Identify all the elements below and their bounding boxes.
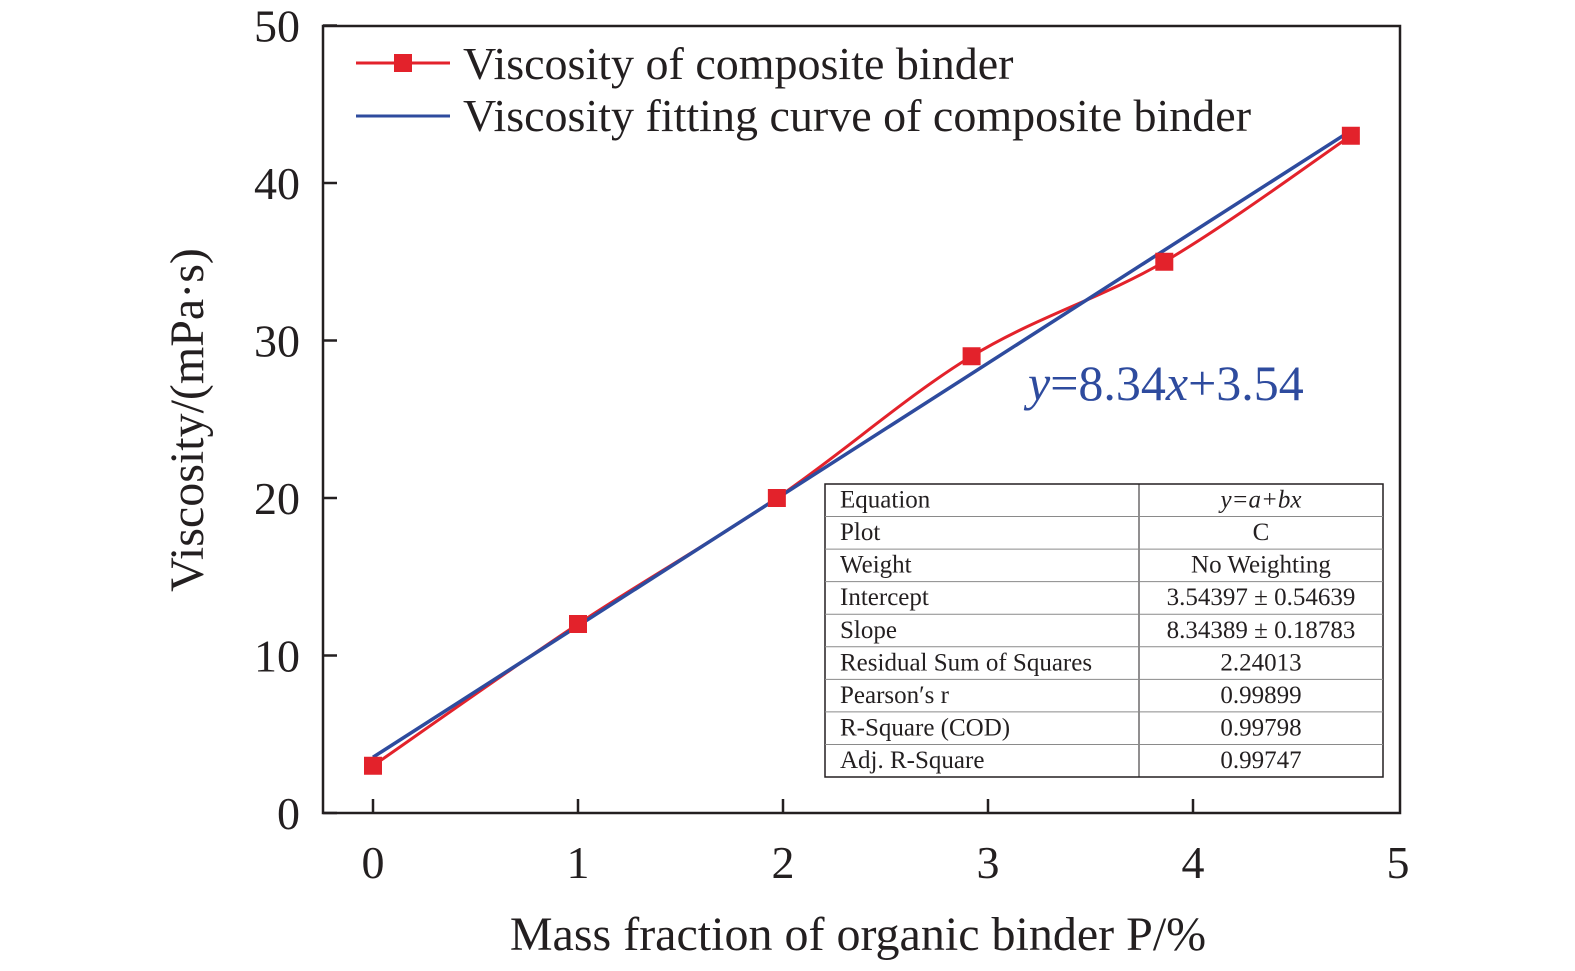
y-tick-label: 30 (254, 316, 300, 367)
table-cell-value: No Weighting (1191, 552, 1331, 579)
y-axis-title: Viscosity/(mPa·s) (161, 248, 214, 592)
data-point-marker (767, 489, 786, 507)
table-cell-key: Weight (840, 552, 912, 579)
table-cell-value: 3.54397 ± 0.54639 (1167, 584, 1356, 611)
table-cell-value: 8.34389 ± 0.18783 (1167, 617, 1356, 644)
y-axis-ticks: 0 10 20 30 40 50 (254, 1, 337, 839)
table-cell-key: Residual Sum of Squares (840, 649, 1092, 676)
legend: Viscosity of composite binder Viscosity … (356, 38, 1251, 141)
series-layer (364, 126, 1360, 775)
x-axis-ticks: 0 1 2 3 4 5 (362, 799, 1410, 888)
x-tick-label: 4 (1182, 837, 1205, 888)
table-cell-key: Slope (840, 617, 897, 644)
fit-equation: y=8.34x+3.54 (1023, 355, 1304, 411)
y-tick-label: 40 (254, 158, 300, 209)
table-cell-key: Pearson′s r (840, 682, 950, 709)
legend-label-measured: Viscosity of composite binder (463, 38, 1013, 89)
data-point-marker (364, 756, 382, 775)
fit-statistics-table: Equation y=a+bx Plot C Weight No Weighting Int… (824, 483, 1384, 778)
data-point-marker (1155, 252, 1174, 271)
x-tick-label: 3 (977, 837, 1000, 888)
x-tick-label: 2 (772, 837, 795, 888)
y-tick-label: 50 (254, 1, 300, 52)
x-tick-label: 1 (567, 837, 590, 888)
data-point-marker (962, 347, 981, 366)
table-border (824, 483, 1384, 778)
table-cell-key: Intercept (840, 584, 929, 611)
table-cell-key: Adj. R-Square (840, 747, 984, 774)
y-tick-label: 0 (277, 788, 300, 839)
y-tick-label: 10 (254, 631, 300, 682)
data-point-marker (569, 615, 587, 633)
table-cell-value: 0.99747 (1220, 747, 1301, 774)
table-cell-value: y=a+bx (1218, 487, 1302, 514)
x-tick-label: 5 (1387, 837, 1410, 888)
table-cell-value: 0.99899 (1220, 682, 1301, 709)
plot-frame (321, 24, 1402, 815)
table-cell-value: 0.99798 (1220, 714, 1301, 741)
y-tick-label: 20 (254, 473, 300, 524)
table-cell-value: 2.24013 (1220, 649, 1301, 676)
table-cell-key: Plot (840, 519, 880, 546)
series-line-fit (372, 129, 1352, 759)
legend-marker-measured (394, 54, 412, 72)
data-point-marker (1341, 126, 1360, 145)
table-cell-key: Equation (840, 487, 931, 514)
table-cell-value: C (1253, 519, 1270, 546)
x-tick-label: 0 (362, 837, 385, 888)
legend-label-fit: Viscosity fitting curve of composite bin… (463, 90, 1251, 141)
table-cell-key: R-Square (COD) (840, 714, 1010, 741)
x-axis-title: Mass fraction of organic binder P/% (510, 908, 1206, 961)
